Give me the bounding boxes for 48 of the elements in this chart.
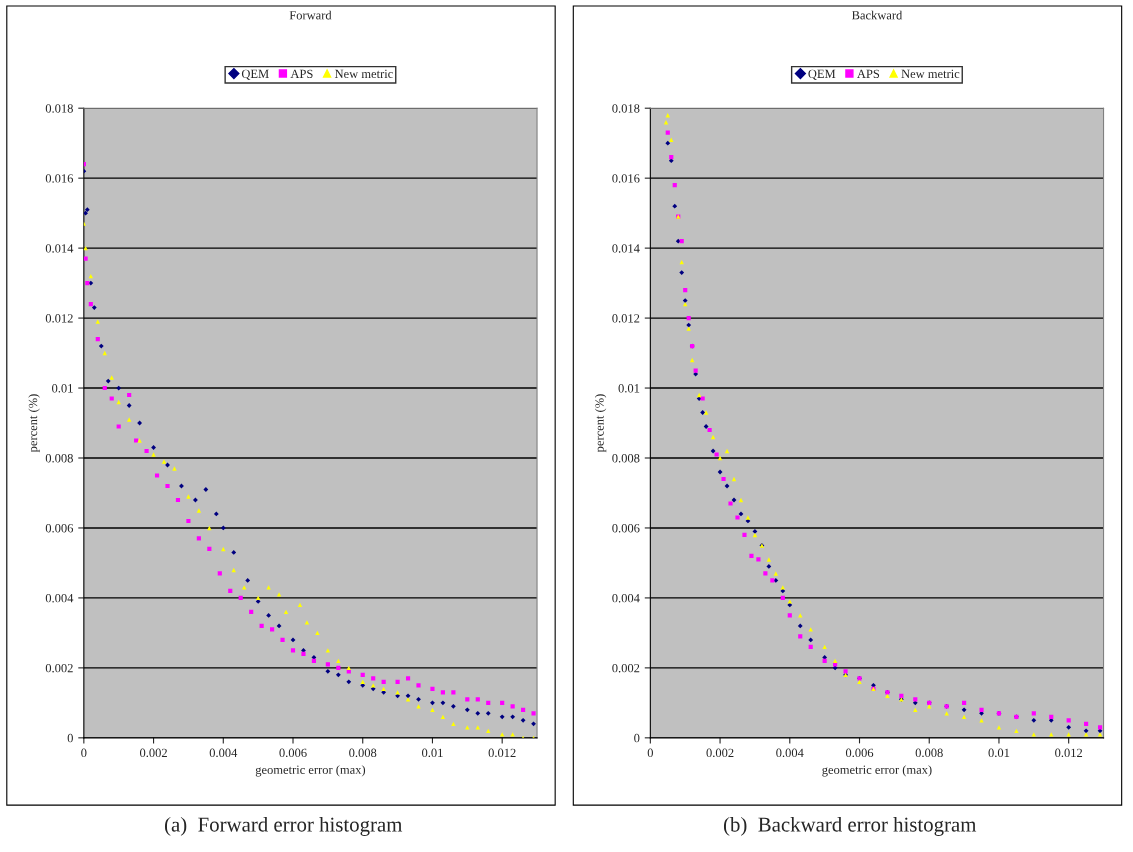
legend-label: QEM bbox=[808, 69, 836, 80]
y-tick-label: 0.014 bbox=[612, 244, 640, 253]
x-tick-label: 0 bbox=[647, 748, 653, 758]
y-tick-label: 0.016 bbox=[45, 174, 74, 183]
y-tick-label: 0.002 bbox=[45, 663, 73, 673]
text: (b) Backward error histogram bbox=[723, 816, 977, 836]
y-tick-label: 0.016 bbox=[612, 174, 640, 183]
y-tick-label: 0.008 bbox=[612, 454, 640, 463]
x-tick-label: 0.01 bbox=[422, 748, 443, 758]
y-tick-label: 0.01 bbox=[52, 384, 73, 393]
y-tick-label: 0.006 bbox=[612, 523, 640, 533]
x-tick-label: 0.012 bbox=[488, 748, 516, 758]
x-tick-label: 0.008 bbox=[349, 748, 377, 758]
y-tick-label: 0.002 bbox=[612, 663, 640, 673]
text: (a) Forward error histogram bbox=[164, 816, 403, 836]
y-tick-label: 0.012 bbox=[612, 314, 640, 323]
x-axis-title: geometric error (max) bbox=[255, 765, 366, 777]
chart-title: Forward bbox=[289, 10, 332, 20]
y-tick-label: 0.004 bbox=[612, 593, 640, 603]
legend-label: APS bbox=[857, 69, 880, 79]
x-tick-label: 0.004 bbox=[776, 748, 804, 758]
y-tick-label: 0.004 bbox=[45, 593, 74, 603]
chart-title: Backward bbox=[851, 10, 903, 20]
y-tick-label: 0.01 bbox=[618, 384, 640, 393]
legend-label: New metric bbox=[334, 69, 393, 79]
y-axis-title: percent (%) bbox=[594, 394, 607, 453]
x-tick-label: 0.006 bbox=[845, 748, 874, 758]
y-tick-label: 0 bbox=[634, 733, 640, 743]
legend-label: New metric bbox=[901, 69, 960, 79]
x-tick-label: 0.012 bbox=[1055, 748, 1083, 758]
y-tick-label: 0.008 bbox=[45, 454, 73, 463]
y-tick-label: 0 bbox=[67, 733, 73, 743]
y-tick-label: 0.012 bbox=[45, 314, 73, 323]
x-tick-label: 0 bbox=[81, 748, 87, 758]
y-tick-label: 0.018 bbox=[612, 104, 640, 113]
x-tick-label: 0.008 bbox=[915, 748, 943, 758]
x-axis-title: geometric error (max) bbox=[822, 765, 932, 777]
x-tick-label: 0.004 bbox=[209, 748, 238, 758]
legend-label: QEM bbox=[241, 69, 269, 80]
y-axis-title: percent (%) bbox=[28, 394, 40, 453]
y-tick-label: 0.014 bbox=[45, 244, 74, 253]
x-tick-label: 0.002 bbox=[706, 748, 734, 758]
y-tick-label: 0.006 bbox=[45, 523, 74, 533]
x-tick-label: 0.006 bbox=[279, 748, 307, 758]
y-tick-label: 0.018 bbox=[45, 104, 73, 113]
x-tick-label: 0.01 bbox=[988, 748, 1010, 758]
x-tick-label: 0.002 bbox=[139, 748, 167, 758]
legend-label: APS bbox=[290, 69, 313, 79]
